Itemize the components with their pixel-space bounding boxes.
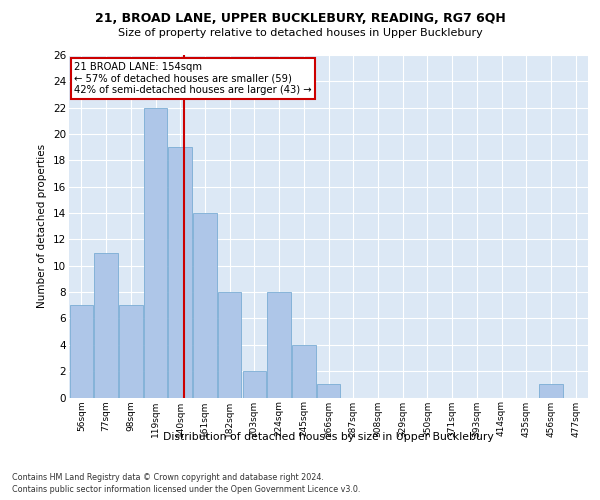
Y-axis label: Number of detached properties: Number of detached properties: [37, 144, 47, 308]
Text: 21 BROAD LANE: 154sqm
← 57% of detached houses are smaller (59)
42% of semi-deta: 21 BROAD LANE: 154sqm ← 57% of detached …: [74, 62, 312, 95]
Text: Distribution of detached houses by size in Upper Bucklebury: Distribution of detached houses by size …: [163, 432, 494, 442]
Bar: [169, 147, 192, 398]
Text: Contains public sector information licensed under the Open Government Licence v3: Contains public sector information licen…: [12, 485, 361, 494]
Text: Size of property relative to detached houses in Upper Bucklebury: Size of property relative to detached ho…: [118, 28, 482, 38]
Bar: [317, 384, 340, 398]
Bar: [119, 306, 143, 398]
Bar: [292, 345, 316, 398]
Bar: [242, 371, 266, 398]
Text: 21, BROAD LANE, UPPER BUCKLEBURY, READING, RG7 6QH: 21, BROAD LANE, UPPER BUCKLEBURY, READIN…: [95, 12, 505, 26]
Bar: [218, 292, 241, 398]
Bar: [268, 292, 291, 398]
Bar: [94, 252, 118, 398]
Bar: [70, 306, 93, 398]
Text: Contains HM Land Registry data © Crown copyright and database right 2024.: Contains HM Land Registry data © Crown c…: [12, 472, 324, 482]
Bar: [539, 384, 563, 398]
Bar: [193, 213, 217, 398]
Bar: [144, 108, 167, 398]
